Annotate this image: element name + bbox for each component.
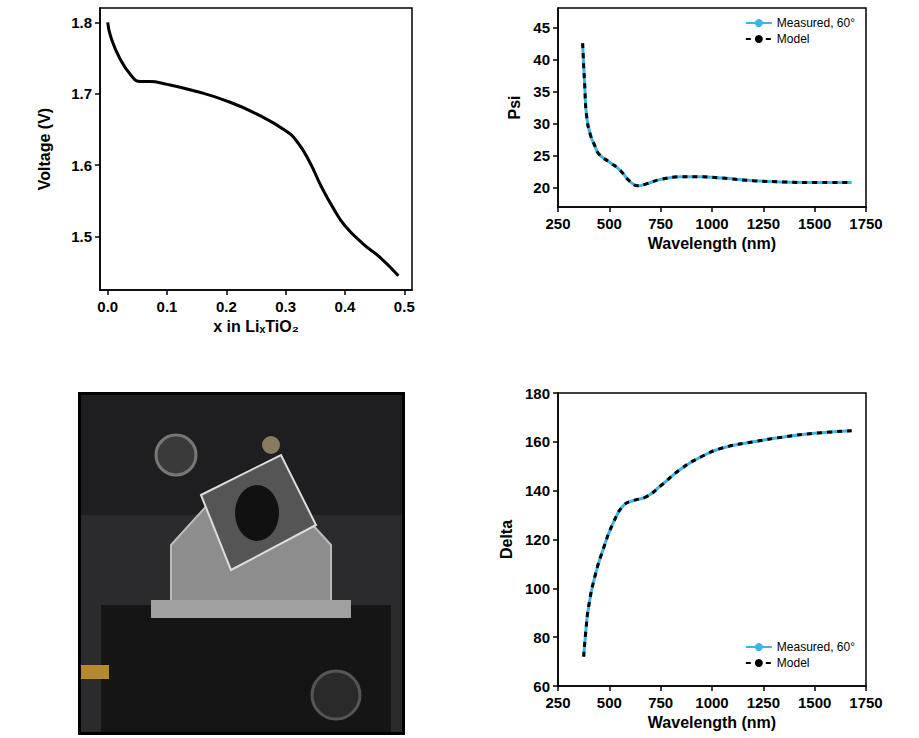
svg-text:80: 80 [533, 629, 550, 646]
svg-text:750: 750 [648, 694, 673, 711]
svg-text:0.3: 0.3 [275, 298, 296, 315]
svg-text:500: 500 [597, 694, 622, 711]
svg-text:30: 30 [533, 115, 550, 132]
svg-text:0.5: 0.5 [394, 298, 415, 315]
svg-text:40: 40 [533, 51, 550, 68]
svg-text:500: 500 [597, 215, 622, 232]
svg-text:20: 20 [533, 179, 550, 196]
svg-text:1.5: 1.5 [71, 228, 92, 245]
svg-text:0.4: 0.4 [335, 298, 357, 315]
svg-text:1500: 1500 [798, 694, 831, 711]
svg-text:0.2: 0.2 [216, 298, 237, 315]
svg-text:1250: 1250 [747, 215, 780, 232]
svg-text:1500: 1500 [798, 215, 831, 232]
svg-text:Measured, 60°: Measured, 60° [777, 16, 855, 30]
svg-text:1250: 1250 [747, 694, 780, 711]
svg-text:1750: 1750 [849, 215, 882, 232]
svg-text:1750: 1750 [849, 694, 882, 711]
svg-text:100: 100 [525, 580, 550, 597]
svg-text:1.7: 1.7 [71, 85, 92, 102]
svg-text:Model: Model [777, 656, 810, 670]
svg-text:Delta: Delta [498, 520, 515, 559]
svg-text:Measured, 60°: Measured, 60° [777, 640, 855, 654]
svg-text:750: 750 [648, 215, 673, 232]
svg-text:1000: 1000 [695, 694, 728, 711]
svg-text:140: 140 [525, 482, 550, 499]
svg-text:Model: Model [777, 32, 810, 46]
svg-text:1.8: 1.8 [71, 14, 92, 31]
svg-text:1000: 1000 [695, 215, 728, 232]
svg-text:Voltage (V): Voltage (V) [36, 108, 53, 190]
svg-text:1.6: 1.6 [71, 157, 92, 174]
svg-text:60: 60 [533, 678, 550, 695]
svg-text:25: 25 [533, 147, 550, 164]
svg-text:250: 250 [545, 215, 570, 232]
svg-text:0.0: 0.0 [97, 298, 118, 315]
svg-text:120: 120 [525, 531, 550, 548]
svg-text:250: 250 [545, 694, 570, 711]
svg-text:Psi: Psi [506, 95, 523, 119]
svg-text:35: 35 [533, 83, 550, 100]
svg-text:0.1: 0.1 [157, 298, 178, 315]
svg-text:45: 45 [533, 19, 550, 36]
svg-text:Wavelength (nm): Wavelength (nm) [648, 235, 776, 252]
svg-text:Wavelength (nm): Wavelength (nm) [648, 714, 776, 731]
svg-text:x in LiₓTiO₂: x in LiₓTiO₂ [213, 318, 299, 335]
svg-text:160: 160 [525, 433, 550, 450]
svg-text:180: 180 [525, 385, 550, 402]
